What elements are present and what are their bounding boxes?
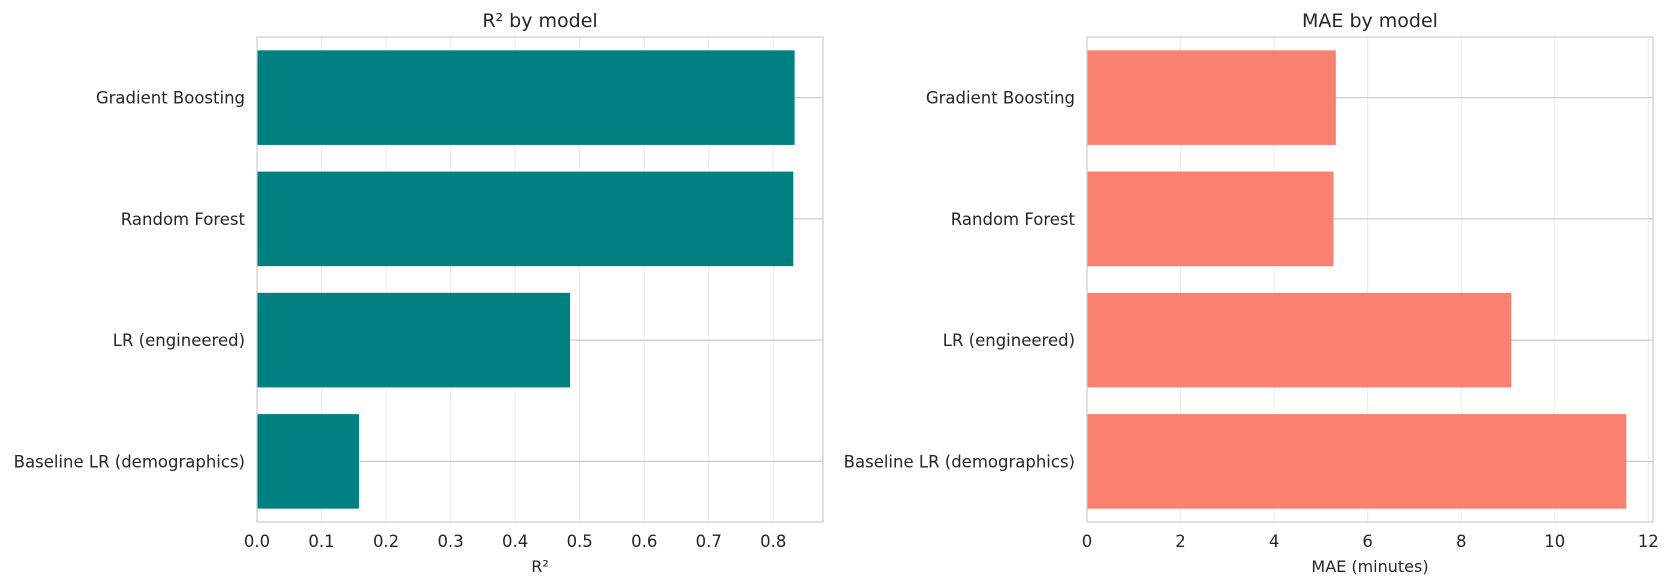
r2-chart-category-labels: Gradient Boosting Random Forest LR (engine… bbox=[14, 89, 246, 472]
mae-chart-x-tick-label: 0 bbox=[1082, 532, 1093, 551]
r2-chart-x-tick-label: 0.6 bbox=[631, 532, 657, 551]
r2-chart-bar-lr-engineered bbox=[257, 292, 571, 388]
mae-chart-x-tick-label: 10 bbox=[1544, 532, 1565, 551]
mae-chart-x-tick-label: 4 bbox=[1269, 532, 1280, 551]
mae-chart-bar-baseline-lr-demographics bbox=[1087, 414, 1627, 509]
r2-chart-x-tick-label: 0.3 bbox=[437, 532, 463, 551]
r2-chart-bar-random-forest bbox=[257, 171, 794, 267]
mae-chart-bar-lr-engineered bbox=[1087, 292, 1512, 388]
r2-chart-category-label-random-forest: Random Forest bbox=[121, 210, 246, 229]
mae-chart-x-tick-labels: 0 2 4 6 8 10 12 bbox=[1082, 532, 1659, 551]
r2-chart-x-tick-label: 0.0 bbox=[244, 532, 270, 551]
r2-chart-x-tick-label: 0.2 bbox=[373, 532, 399, 551]
mae-chart-bars bbox=[1087, 50, 1627, 509]
mae-chart-category-label-baseline-lr-demographics: Baseline LR (demographics) bbox=[844, 452, 1075, 471]
mae-chart-x-tick-label: 12 bbox=[1638, 532, 1659, 551]
r2-chart-x-tick-label: 0.5 bbox=[567, 532, 593, 551]
r2-chart-plot-frame bbox=[256, 36, 824, 523]
r2-chart-x-tick-label: 0.7 bbox=[696, 532, 722, 551]
mae-chart-category-label-lr-engineered: LR (engineered) bbox=[943, 331, 1075, 350]
mae-chart-plot-frame bbox=[1086, 36, 1654, 523]
r2-chart-category-label-baseline-lr-demographics: Baseline LR (demographics) bbox=[14, 452, 245, 471]
mae-chart-x-tick-label: 8 bbox=[1456, 532, 1467, 551]
mae-chart-title: MAE by model bbox=[1302, 10, 1438, 32]
mae-chart-bar-gradient-boosting bbox=[1087, 50, 1336, 145]
r2-chart-bar-baseline-lr-demographics bbox=[257, 414, 359, 509]
r2-chart-x-tick-label: 0.1 bbox=[308, 532, 334, 551]
r2-chart-x-tick-label: 0.4 bbox=[502, 532, 528, 551]
r2-chart-bar-gradient-boosting bbox=[257, 50, 795, 145]
mae-chart-panel: MAE by model Gradient Boosting Random For… bbox=[844, 10, 1659, 576]
r2-chart-x-axis-label: R² bbox=[531, 557, 549, 576]
mae-chart-x-tick-label: 6 bbox=[1362, 532, 1373, 551]
mae-chart-x-axis-label: MAE (minutes) bbox=[1311, 557, 1428, 576]
r2-chart-category-label-gradient-boosting: Gradient Boosting bbox=[96, 89, 245, 108]
mae-chart-bar-random-forest bbox=[1087, 171, 1334, 267]
mae-chart-category-labels: Gradient Boosting Random Forest LR (engine… bbox=[844, 89, 1076, 472]
r2-chart-panel: R² by model Gradient Boosting Random Fore… bbox=[14, 10, 824, 576]
r2-chart-x-tick-label: 0.8 bbox=[760, 532, 786, 551]
mae-chart-category-label-random-forest: Random Forest bbox=[951, 210, 1076, 229]
r2-chart-category-label-lr-engineered: LR (engineered) bbox=[113, 331, 245, 350]
r2-chart-bars bbox=[257, 50, 795, 509]
mae-chart-x-tick-label: 2 bbox=[1175, 532, 1186, 551]
r2-chart-x-tick-labels: 0.0 0.1 0.2 0.3 0.4 0.5 0.6 0.7 0.8 bbox=[244, 532, 787, 551]
r2-chart-title: R² by model bbox=[482, 10, 597, 32]
mae-chart-category-label-gradient-boosting: Gradient Boosting bbox=[926, 89, 1075, 108]
